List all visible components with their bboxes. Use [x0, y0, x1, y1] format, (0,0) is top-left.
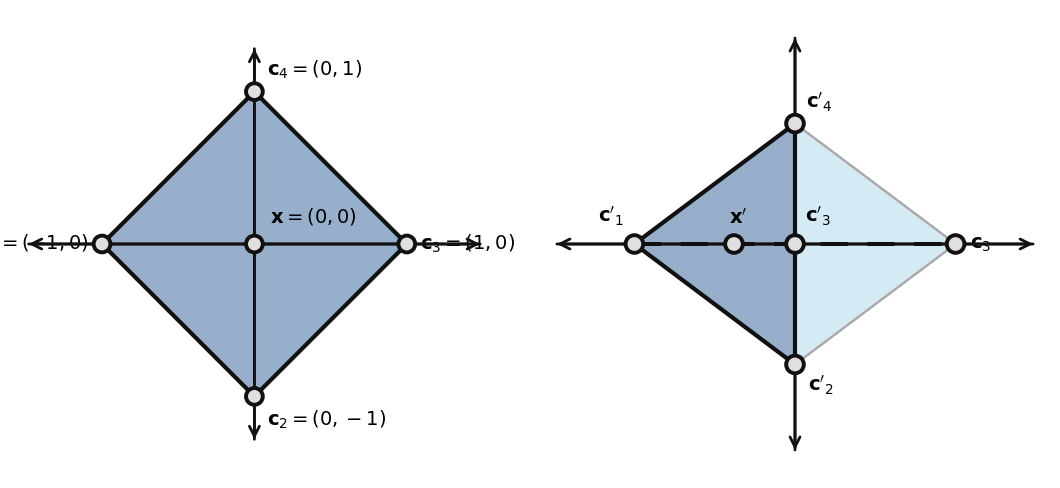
Circle shape — [787, 235, 803, 253]
Text: $\mathbf{c}_3$: $\mathbf{c}_3$ — [970, 235, 991, 253]
Circle shape — [246, 388, 263, 405]
Circle shape — [947, 235, 965, 253]
Circle shape — [787, 356, 803, 373]
Circle shape — [399, 236, 416, 252]
Text: $\mathbf{c}'_1$: $\mathbf{c}'_1$ — [598, 204, 623, 228]
Text: $\mathbf{c}'_3$: $\mathbf{c}'_3$ — [805, 204, 830, 228]
Polygon shape — [102, 92, 407, 396]
Text: $\mathbf{c}_3{=}(1,0)$: $\mathbf{c}_3{=}(1,0)$ — [421, 233, 516, 255]
Text: $\mathbf{c}_2{=}(0,-1)$: $\mathbf{c}_2{=}(0,-1)$ — [267, 408, 386, 431]
Text: $\mathbf{c}_4{=}(0,1)$: $\mathbf{c}_4{=}(0,1)$ — [267, 59, 361, 81]
Circle shape — [625, 235, 643, 253]
Circle shape — [725, 235, 743, 253]
Text: $\mathbf{c}'_4$: $\mathbf{c}'_4$ — [807, 91, 832, 114]
Circle shape — [246, 83, 263, 100]
Text: $\mathbf{c}_1{=}(-1,0)$: $\mathbf{c}_1{=}(-1,0)$ — [0, 233, 88, 255]
Text: $\mathbf{x}'$: $\mathbf{x}'$ — [729, 208, 747, 228]
Circle shape — [787, 115, 803, 132]
Polygon shape — [795, 123, 956, 365]
Circle shape — [246, 236, 263, 252]
Text: $\mathbf{c}'_2$: $\mathbf{c}'_2$ — [808, 374, 833, 397]
Text: $\mathbf{x}{=}(0,0)$: $\mathbf{x}{=}(0,0)$ — [269, 206, 356, 227]
Polygon shape — [634, 123, 795, 365]
Circle shape — [93, 236, 110, 252]
